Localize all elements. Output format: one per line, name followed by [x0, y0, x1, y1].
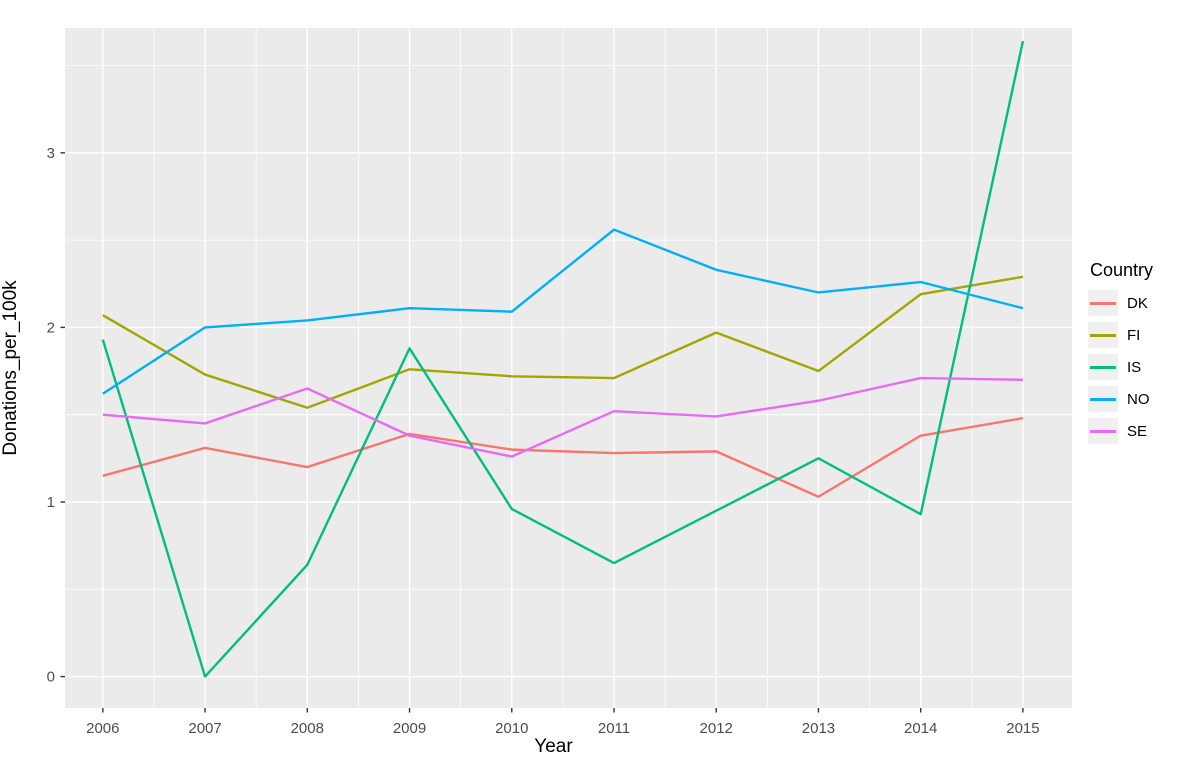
- series-line-DK: [102, 417, 1024, 498]
- legend-item-label: NO: [1127, 390, 1150, 408]
- x-tick-label: 2011: [598, 720, 630, 737]
- y-tick-label: 1: [47, 494, 55, 511]
- legend-item-label: FI: [1127, 326, 1141, 344]
- x-tick-label: 2008: [291, 720, 324, 737]
- x-tick-label: 2007: [188, 720, 221, 737]
- legend-item-NO: NO: [1088, 386, 1200, 412]
- panel-background: [65, 28, 1072, 708]
- legend-items: DK FI IS NO SE: [1088, 290, 1200, 444]
- legend-key-line: [1090, 365, 1116, 369]
- legend-key-line: [1090, 333, 1116, 337]
- series-line-NO: [102, 228, 1024, 395]
- series-line-IS: [101, 40, 1025, 678]
- legend-key-line: [1090, 301, 1116, 305]
- x-tick-label: 2015: [1006, 720, 1039, 737]
- y-tick-label: 2: [47, 319, 55, 336]
- x-axis-title: Year: [534, 736, 573, 757]
- legend-item-label: IS: [1127, 358, 1142, 376]
- x-tick-label: 2009: [393, 720, 426, 737]
- legend-title: Country: [1090, 260, 1154, 280]
- legend-key-line: [1090, 429, 1116, 433]
- legend-key-line: [1090, 397, 1116, 401]
- series-line-SE: [102, 376, 1023, 458]
- legend-key-swatch: [1088, 290, 1118, 316]
- x-tick-label: 2012: [700, 720, 733, 737]
- legend-item-DK: DK: [1088, 290, 1200, 316]
- x-tick-label: 2013: [802, 720, 835, 737]
- series-line-FI: [102, 275, 1024, 409]
- x-tick-label: 2010: [495, 720, 528, 737]
- x-tick-label: 2006: [86, 720, 119, 737]
- x-tick-label: 2014: [904, 720, 937, 737]
- legend-item-label: DK: [1127, 294, 1148, 312]
- legend-key-swatch: [1088, 354, 1118, 380]
- legend-item-IS: IS: [1088, 354, 1200, 380]
- legend-item-FI: FI: [1088, 322, 1200, 348]
- legend-item-label: SE: [1127, 422, 1148, 440]
- legend-key-swatch: [1088, 386, 1118, 412]
- legend-key-swatch: [1088, 322, 1118, 348]
- legend: Country DK FI IS NO SE: [1088, 260, 1200, 450]
- y-axis-title: Donations_per_100k: [0, 280, 21, 456]
- y-tick-label: 3: [47, 145, 55, 162]
- y-tick-label: 0: [47, 669, 55, 686]
- legend-key-swatch: [1088, 418, 1118, 444]
- legend-item-SE: SE: [1088, 418, 1200, 444]
